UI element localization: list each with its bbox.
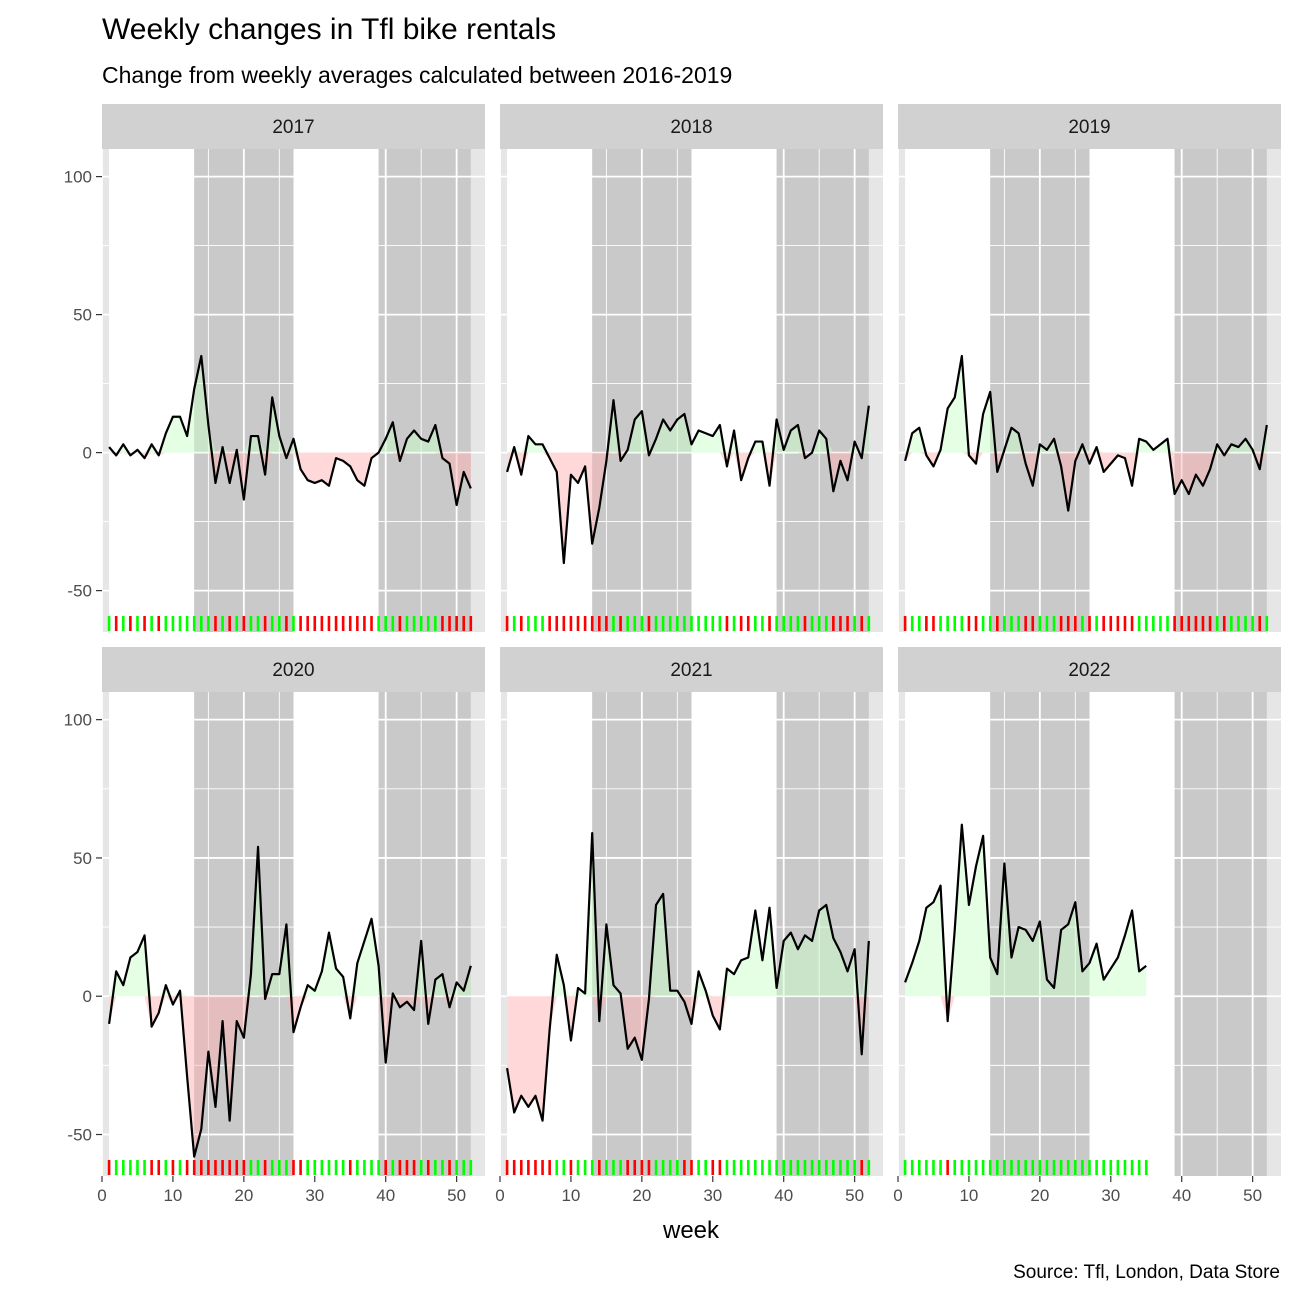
chart-title: Weekly changes in Tfl bike rentals (102, 13, 556, 46)
facet-panel-2021: 2021 0 10 20 30 40 50 (495, 647, 883, 1205)
season-band (109, 692, 195, 1176)
x-tick-label: 20 (234, 1186, 253, 1205)
x-tick-label: 30 (703, 1186, 722, 1205)
x-tick-label: 0 (893, 1186, 902, 1205)
facet-strip (500, 647, 883, 692)
facet-strip-label: 2017 (272, 117, 314, 138)
facet-panel-2017: 2017 -50 0 50 100 (64, 104, 485, 632)
y-tick-label: -50 (67, 1126, 92, 1145)
season-band (378, 149, 471, 632)
x-tick-label: 50 (1243, 1186, 1262, 1205)
x-tick-label: 0 (97, 1186, 106, 1205)
y-tick-label: -50 (67, 582, 92, 601)
chart-subtitle: Change from weekly averages calculated b… (102, 62, 732, 88)
x-tick-label: 30 (1101, 1186, 1120, 1205)
season-band (691, 692, 777, 1176)
facet-strip (500, 104, 883, 149)
series-line (108, 354, 472, 507)
facet-panel-2018: 2018 (499, 104, 883, 632)
season-band (1174, 149, 1267, 632)
negative-area (905, 452, 1267, 511)
x-tick-label: 40 (774, 1186, 793, 1205)
series-line (506, 831, 870, 1122)
season-band (691, 149, 777, 632)
facet-strip-label: 2019 (1068, 117, 1110, 138)
x-tick-label: 20 (1030, 1186, 1049, 1205)
y-tick-label: 0 (83, 444, 92, 463)
season-band (507, 692, 593, 1176)
negative-area (507, 452, 869, 563)
x-tick-label: 0 (495, 1186, 504, 1205)
facet-strip-label: 2020 (272, 660, 314, 681)
season-band (507, 149, 593, 632)
x-tick-label: 30 (305, 1186, 324, 1205)
x-tick-label: 50 (845, 1186, 864, 1205)
x-tick-label: 10 (163, 1186, 182, 1205)
season-band (378, 692, 471, 1176)
season-band (109, 149, 195, 632)
y-tick-label: 100 (64, 168, 92, 187)
x-tick-label: 40 (1172, 1186, 1191, 1205)
series-line (506, 399, 870, 565)
season-band (293, 149, 379, 632)
y-tick-label: 50 (73, 306, 92, 325)
facet-strip (898, 104, 1281, 149)
x-tick-label: 40 (376, 1186, 395, 1205)
facet-strip (102, 647, 485, 692)
positive-area (507, 400, 869, 453)
season-band (1089, 149, 1175, 632)
series-line (108, 845, 472, 1158)
x-tick-label: 10 (561, 1186, 580, 1205)
facet-panel-2020: 2020 -50 0 50 100 0 10 20 30 40 50 (64, 647, 485, 1205)
facet-strip (102, 104, 485, 149)
season-band (293, 692, 379, 1176)
facet-strip-label: 2021 (670, 660, 712, 681)
facet-panel-2022: 2022 0 10 20 30 40 50 (893, 647, 1281, 1205)
x-tick-label: 10 (959, 1186, 978, 1205)
season-band (776, 149, 869, 632)
x-tick-label: 50 (447, 1186, 466, 1205)
y-tick-label: 50 (73, 849, 92, 868)
series-line (904, 823, 1147, 1023)
negative-area (109, 996, 471, 1157)
facet-strip-label: 2022 (1068, 660, 1110, 681)
facet-strip (898, 647, 1281, 692)
facet-panel-2019: 2019 (897, 104, 1281, 632)
y-tick-label: 0 (83, 987, 92, 1006)
y-tick-label: 100 (64, 711, 92, 730)
season-band (905, 149, 991, 632)
season-band (1174, 692, 1267, 1176)
x-axis-label: week (662, 1217, 720, 1244)
x-tick-label: 20 (632, 1186, 651, 1205)
chart-caption: Source: Tfl, London, Data Store (1013, 1262, 1280, 1283)
facet-strip-label: 2018 (670, 117, 712, 138)
positive-area (109, 356, 471, 453)
series-line (904, 354, 1268, 512)
